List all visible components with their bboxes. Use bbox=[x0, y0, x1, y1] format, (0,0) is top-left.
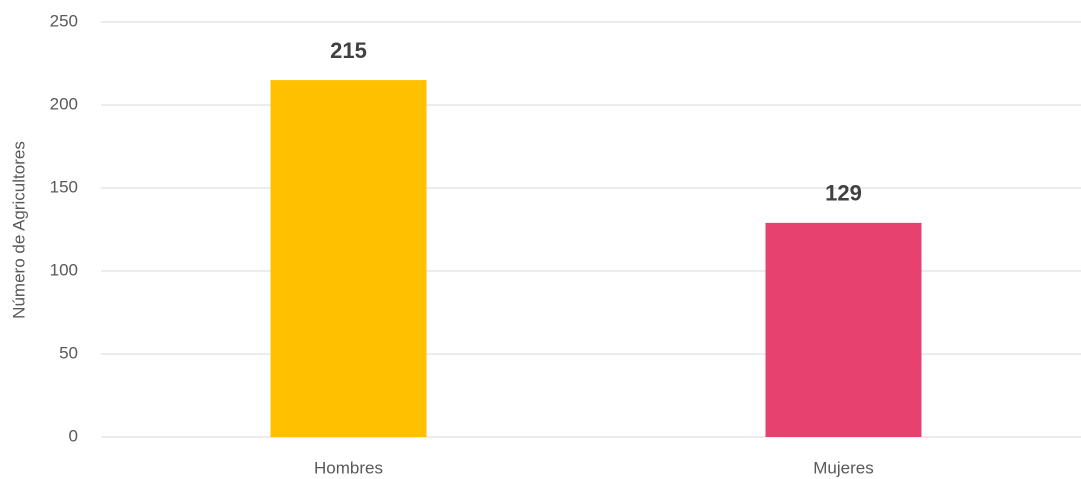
data-label: 129 bbox=[825, 181, 862, 206]
bar bbox=[270, 80, 427, 437]
bar bbox=[765, 222, 922, 437]
x-tick-label: Hombres bbox=[314, 458, 383, 477]
y-tick-label: 0 bbox=[69, 426, 78, 445]
y-tick-label: 100 bbox=[50, 260, 78, 279]
y-tick-label: 200 bbox=[50, 94, 78, 113]
y-axis-label: Número de Agricultores bbox=[9, 141, 28, 319]
data-label: 215 bbox=[330, 38, 367, 63]
y-tick-label: 50 bbox=[59, 343, 78, 362]
x-tick-label: Mujeres bbox=[813, 458, 873, 477]
y-tick-label: 250 bbox=[50, 11, 78, 30]
y-tick-label: 150 bbox=[50, 177, 78, 196]
